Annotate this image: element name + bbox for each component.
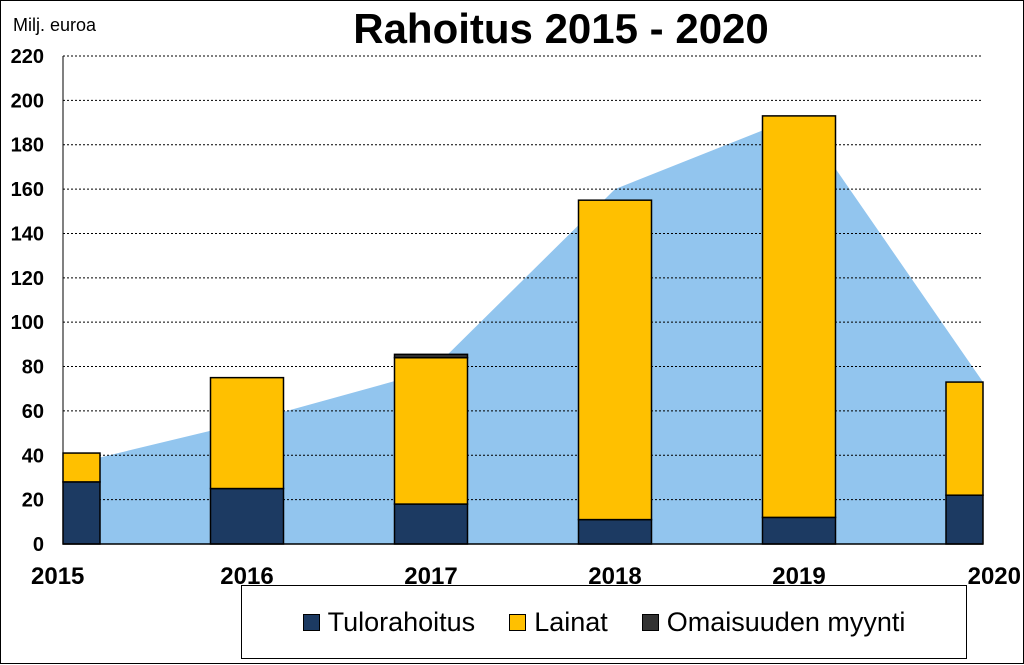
y-tick-label-60: 60 (22, 401, 44, 423)
y-tick-label-160: 160 (11, 179, 44, 201)
bar-tulorahoitus-2020 (945, 494, 984, 545)
y-tick-label-0: 0 (33, 534, 44, 556)
bar-lainat-2015 (62, 452, 101, 483)
y-tick-label-40: 40 (22, 445, 44, 467)
y-tick-label-200: 200 (11, 90, 44, 112)
bar-lainat-2018 (577, 199, 653, 521)
y-tick-label-20: 20 (22, 490, 44, 512)
bar-lainat-2019 (761, 115, 837, 519)
legend-label-lainat: Lainat (534, 606, 608, 637)
x-tick-label-2020: 2020 (968, 563, 1021, 590)
legend-label-tulorahoitus: Tulorahoitus (327, 606, 476, 637)
legend-item-lainat: Lainat (509, 607, 608, 638)
bar-tulorahoitus-2017 (393, 503, 469, 545)
legend-item-tulorahoitus: Tulorahoitus (302, 606, 476, 638)
bar-tulorahoitus-2015 (62, 481, 101, 545)
y-tick-label-100: 100 (11, 312, 44, 334)
legend-swatch-lainat (509, 613, 527, 631)
y-axis-unit-label: Milj. euroa (13, 15, 97, 35)
bar-tulorahoitus-2018 (577, 518, 653, 545)
chart-title: Rahoitus 2015 - 2020 (353, 5, 769, 52)
y-tick-label-80: 80 (22, 357, 44, 379)
legend-label-omaisuuden-myynti: Omaisuuden myynti (666, 606, 906, 637)
y-tick-label-180: 180 (11, 135, 44, 157)
y-tick-label-120: 120 (11, 268, 44, 290)
legend: Tulorahoitus Lainat Omaisuuden myynti (241, 585, 967, 659)
bar-tulorahoitus-2019 (761, 516, 837, 545)
legend-swatch-omaisuuden-myynti (641, 613, 659, 631)
bar-lainat-2017 (393, 356, 469, 505)
y-tick-label-140: 140 (11, 223, 44, 245)
legend-swatch-tulorahoitus (302, 613, 320, 631)
area-background (63, 115, 983, 545)
bar-omaisuuden-myynti-2017 (393, 353, 469, 359)
x-tick-label-2015: 2015 (31, 563, 84, 590)
y-tick-label-220: 220 (11, 46, 44, 68)
bar-lainat-2020 (945, 381, 984, 496)
legend-item-omaisuuden-myynti: Omaisuuden myynti (641, 606, 906, 638)
bar-tulorahoitus-2016 (209, 487, 285, 545)
bar-lainat-2016 (209, 376, 285, 490)
